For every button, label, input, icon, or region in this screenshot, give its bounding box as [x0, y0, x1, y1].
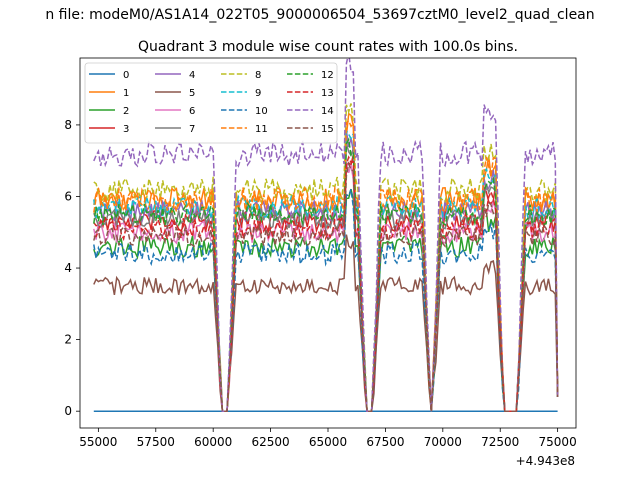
y-tick-label: 2 [64, 333, 72, 347]
x-tick-label: 70000 [424, 435, 462, 449]
legend-label: 8 [255, 70, 261, 81]
legend-label: 10 [255, 106, 268, 117]
chart-title: Quadrant 3 module wise count rates with … [138, 39, 518, 55]
legend-label: 0 [123, 70, 129, 81]
x-tick-label: 67500 [366, 435, 404, 449]
legend-label: 12 [321, 70, 334, 81]
legend-label: 15 [321, 124, 334, 135]
legend-box [84, 62, 338, 144]
legend-label: 9 [255, 88, 261, 99]
legend-label: 4 [189, 70, 195, 81]
x-tick-label: 65000 [309, 435, 347, 449]
legend-label: 11 [255, 124, 268, 135]
legend-label: 13 [321, 88, 334, 99]
series-line-12 [93, 137, 559, 412]
x-tick-label: 62500 [251, 435, 289, 449]
x-axis: 55000 57500 60000 62500 65000 67500 70000 72500… [79, 428, 577, 449]
series-line-7 [93, 143, 559, 412]
series-line-13 [93, 155, 559, 412]
y-axis: 0 2 4 6 8 [64, 118, 80, 418]
series-line-15 [93, 161, 559, 412]
series-line-3 [93, 154, 559, 412]
y-tick-label: 4 [64, 261, 72, 275]
y-tick-label: 0 [64, 404, 72, 418]
figure-suptitle: n file: modeM0/AS1A14_022T05_9000006504_… [45, 7, 594, 23]
series-line-2 [93, 188, 559, 412]
x-tick-label: 60000 [194, 435, 232, 449]
x-tick-label: 75000 [539, 435, 577, 449]
x-tick-label: 57500 [137, 435, 175, 449]
x-tick-label: 72500 [481, 435, 519, 449]
legend-label: 3 [123, 124, 129, 135]
legend-label: 7 [189, 124, 195, 135]
series-line-5 [93, 234, 559, 412]
series-line-14 [93, 58, 559, 412]
x-axis-offset-label: +4.943e8 [516, 454, 575, 468]
legend-label: 1 [123, 88, 129, 99]
series-line-11 [93, 119, 559, 412]
series-line-10 [93, 188, 559, 412]
legend-label: 14 [321, 106, 334, 117]
legend-label: 6 [189, 106, 195, 117]
series-line-1 [93, 112, 559, 412]
y-tick-label: 6 [64, 189, 72, 203]
y-tick-label: 8 [64, 118, 72, 132]
plot-lines [93, 58, 559, 412]
legend-label: 5 [189, 88, 195, 99]
series-line-8 [93, 103, 559, 412]
x-tick-label: 55000 [79, 435, 117, 449]
legend-label: 2 [123, 106, 129, 117]
